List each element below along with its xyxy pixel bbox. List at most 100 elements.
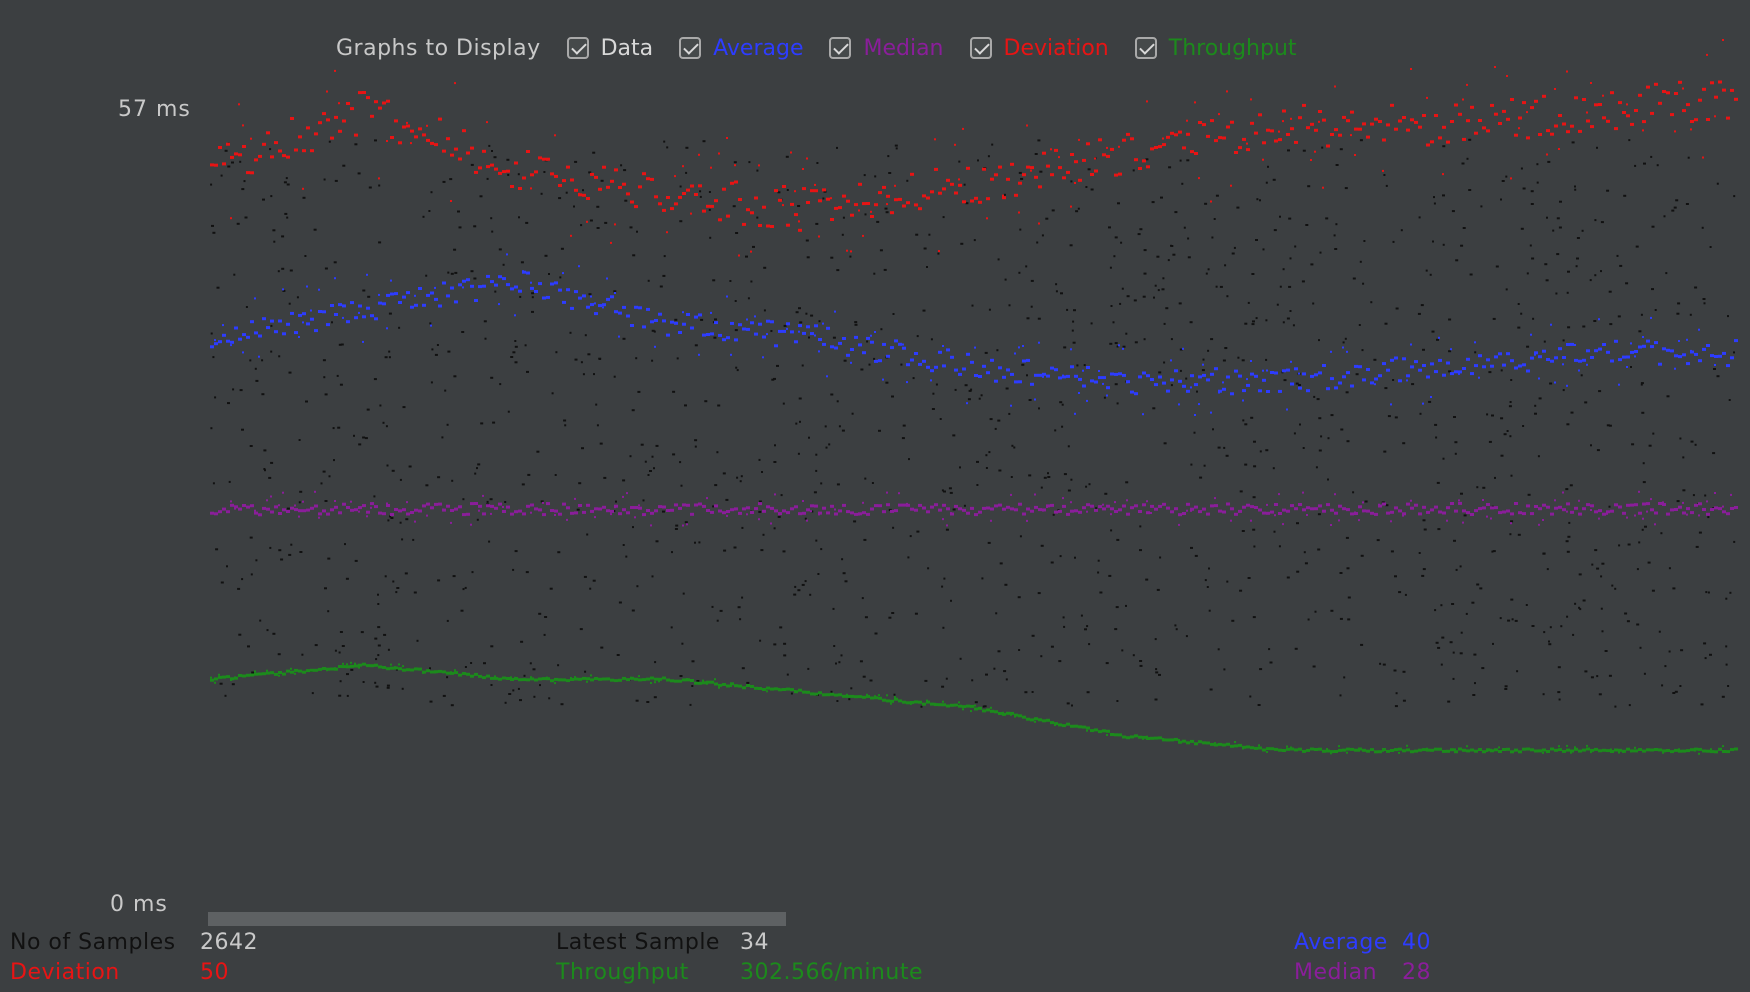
deviation-point [550,172,554,176]
average-point [358,311,360,314]
data-point [1339,694,1342,697]
deviation-point [982,167,986,171]
data-point [1638,330,1642,333]
data-point [520,640,524,643]
throughput-point [1578,749,1582,753]
throughput-point [310,668,314,672]
throughput-point [1318,747,1322,751]
data-point [931,408,935,410]
deviation-point [814,183,816,186]
throughput-point [1466,749,1470,753]
median-point [1262,511,1266,515]
deviation-point [690,184,694,188]
deviation-point [1706,53,1708,56]
median-point [850,511,854,515]
data-point [860,368,864,371]
median-point [742,507,746,511]
legend-item-median[interactable]: Median [829,36,944,61]
throughput-point [846,693,848,696]
data-point [540,192,543,195]
throughput-point [1530,748,1534,752]
median-point [946,524,948,527]
median-point [1730,493,1732,496]
median-point [1318,504,1322,508]
data-point [1689,313,1692,316]
median-point [982,506,986,510]
data-point [533,695,536,698]
median-point [1302,508,1306,512]
median-point [370,502,374,506]
median-point [378,511,382,515]
average-point [1226,375,1230,379]
data-point [286,216,289,219]
average-point [850,361,852,364]
data-checkbox[interactable] [566,37,589,59]
data-point [441,436,444,439]
throughput-point [906,702,908,704]
horizontal-scrollbar[interactable] [208,912,786,926]
data-point [808,336,810,339]
data-point [241,188,245,191]
average-point [1046,374,1050,378]
data-point [1395,307,1399,310]
median-point [1046,504,1050,508]
legend-item-average[interactable]: Average [679,36,803,61]
deviation-point [398,141,402,145]
throughput-point [622,676,626,680]
throughput-point [502,676,506,680]
median-checkbox[interactable] [829,37,852,59]
data-point [1289,257,1292,260]
deviation-point [1346,119,1350,123]
data-point [1047,472,1049,475]
data-point [272,632,276,635]
data-point [408,465,412,468]
data-point [1236,206,1240,209]
deviation-point [706,204,710,208]
throughput-checkbox[interactable] [1134,37,1157,59]
deviation-point [1658,101,1662,105]
data-point [564,424,567,427]
median-point [1410,506,1414,510]
median-point [1222,510,1226,514]
throughput-point [230,679,232,681]
throughput-points [210,661,1738,755]
data-point [1265,358,1268,361]
median-point [1070,501,1072,504]
deviation-point [294,148,298,152]
average-point [242,351,244,354]
median-point [1642,502,1646,506]
data-point [1658,630,1661,633]
legend-item-deviation[interactable]: Deviation [969,36,1109,61]
deviation-point [614,168,618,172]
median-point [1350,512,1354,516]
median-point [686,503,690,507]
average-checkbox[interactable] [679,37,702,59]
average-label: Average [713,35,804,61]
throughput-point [1018,714,1022,718]
throughput-point [1226,742,1230,746]
legend-item-data[interactable]: Data [566,36,653,61]
data-point [247,645,250,648]
average-point [562,300,566,304]
data-point [835,662,837,665]
data-point [1596,675,1599,678]
data-point [1302,149,1306,152]
data-point [1019,228,1022,231]
throughput-point [598,677,600,680]
deviation-point [1554,124,1558,128]
throughput-point [970,710,972,713]
median-point [1650,508,1654,512]
data-point [1452,651,1455,654]
deviation-checkbox[interactable] [969,37,992,59]
data-point [373,495,376,498]
median-point [366,515,368,518]
throughput-point [390,666,394,670]
throughput-point [290,670,294,674]
data-point [1404,593,1407,596]
deviation-point [1462,98,1464,101]
deviation-point [282,154,286,158]
deviation-point [254,158,258,162]
legend-item-throughput[interactable]: Throughput [1134,36,1297,61]
data-point [983,705,987,708]
data-point [1705,591,1708,594]
